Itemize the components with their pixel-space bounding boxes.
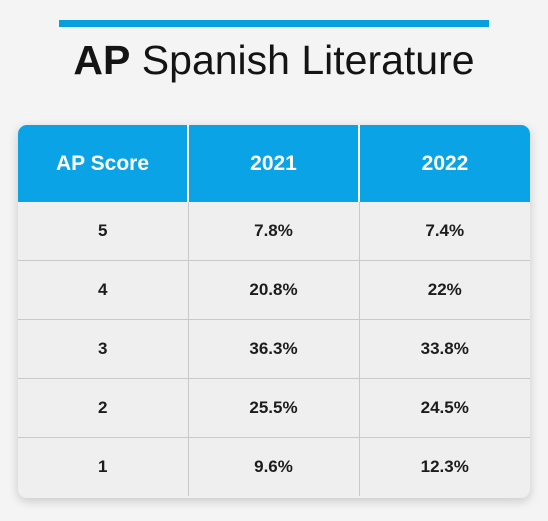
- table-row: 5 7.8% 7.4%: [18, 202, 530, 261]
- column-header-ap-score: AP Score: [18, 125, 188, 202]
- percent-2022-cell: 33.8%: [358, 319, 530, 379]
- score-cell: 1: [18, 437, 188, 496]
- title-bold-part: AP: [73, 37, 131, 83]
- score-table: AP Score 2021 2022 5 7.8% 7.4% 4 20.8% 2…: [18, 125, 530, 496]
- percent-2021-cell: 25.5%: [187, 378, 359, 438]
- table-row: 4 20.8% 22%: [18, 260, 530, 320]
- score-table-card: AP Score 2021 2022 5 7.8% 7.4% 4 20.8% 2…: [18, 125, 530, 498]
- page-title: AP Spanish Literature: [0, 36, 548, 84]
- percent-2021-cell: 20.8%: [187, 260, 359, 320]
- percent-2021-cell: 9.6%: [187, 437, 359, 496]
- percent-2021-cell: 36.3%: [187, 319, 359, 379]
- score-cell: 2: [18, 378, 188, 438]
- table-row: 2 25.5% 24.5%: [18, 378, 530, 438]
- header-row: AP Score 2021 2022: [18, 125, 530, 202]
- percent-2022-cell: 22%: [358, 260, 530, 320]
- score-cell: 3: [18, 319, 188, 379]
- title-rest-part: Spanish Literature: [141, 37, 475, 83]
- column-header-2021: 2021: [187, 125, 359, 202]
- score-cell: 5: [98, 221, 108, 240]
- title-accent-bar: [59, 20, 489, 27]
- score-cell: 4: [18, 260, 188, 320]
- percent-2021-cell: 7.8%: [187, 202, 359, 261]
- column-header-2022: 2022: [358, 125, 530, 202]
- percent-2022-cell: 7.4%: [358, 202, 530, 261]
- percent-2022-cell: 12.3%: [358, 437, 530, 496]
- table-row: 1 9.6% 12.3%: [18, 437, 530, 496]
- table-row: 3 36.3% 33.8%: [18, 319, 530, 379]
- percent-2022-cell: 24.5%: [358, 378, 530, 438]
